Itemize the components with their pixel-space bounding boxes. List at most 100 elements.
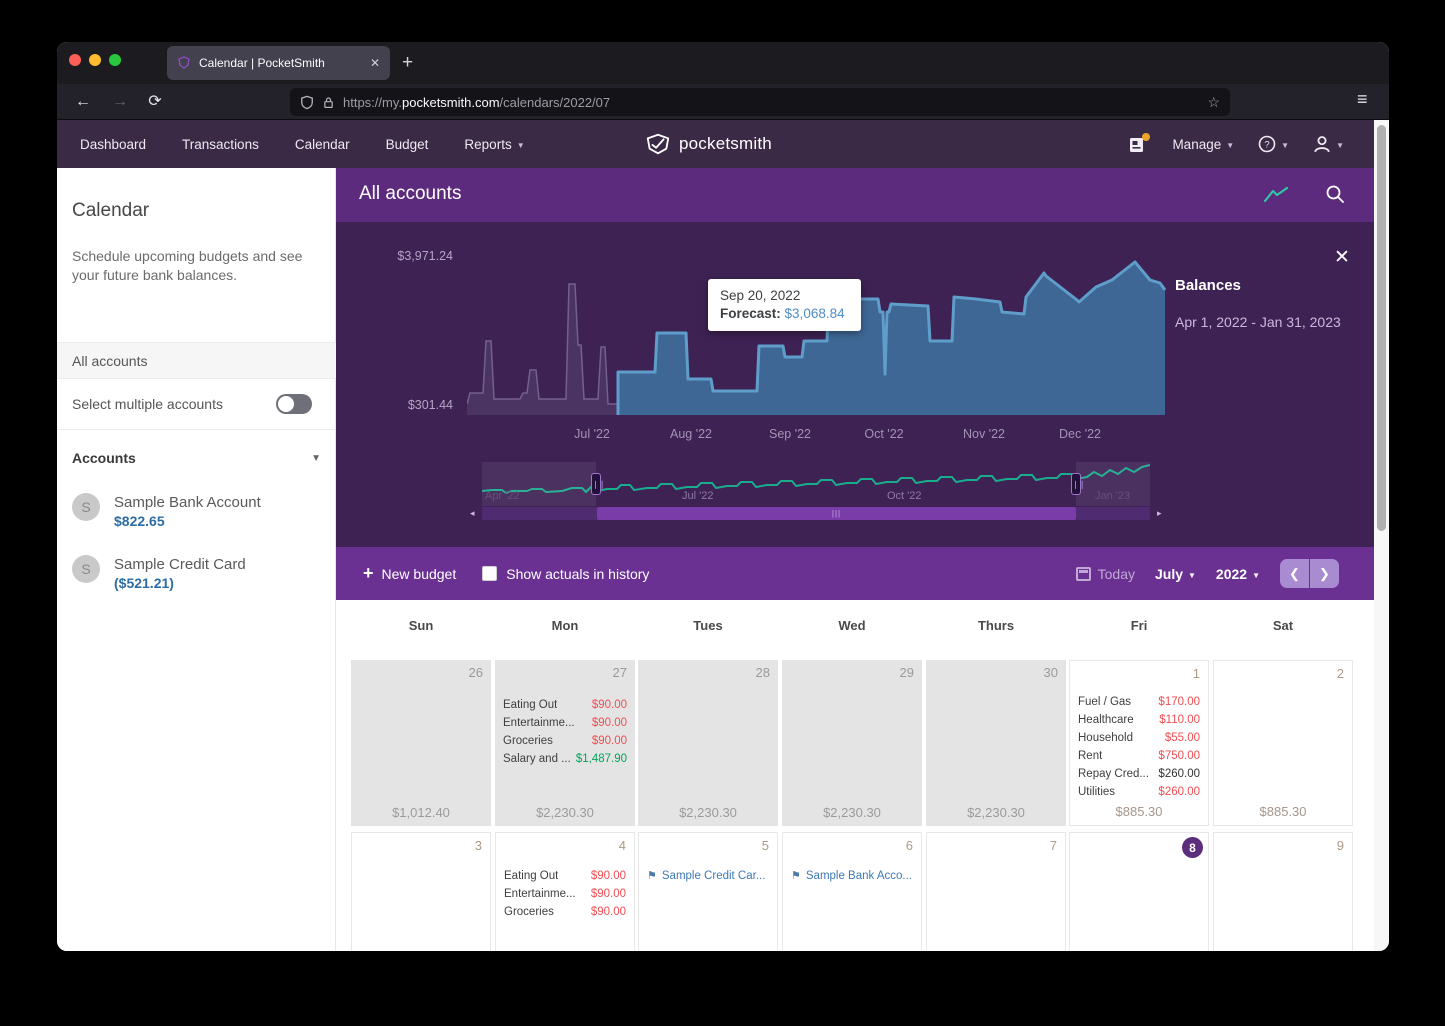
cell-date: 9	[1336, 838, 1344, 853]
new-budget-button[interactable]: + New budget	[363, 563, 457, 583]
nav-help[interactable]: ? ▼	[1258, 135, 1289, 153]
close-window-button[interactable]	[69, 54, 81, 66]
select-multiple-accounts-row: Select multiple accounts	[57, 379, 336, 430]
cell-date: 4	[618, 838, 626, 853]
calendar-cell-7[interactable]: 7	[926, 832, 1066, 951]
help-icon: ?	[1258, 135, 1276, 153]
calendar-cell-8-today[interactable]: 8	[1069, 832, 1209, 951]
budget-entry[interactable]: Groceries $90.00	[504, 906, 626, 918]
browser-toolbar: ← → ⟳ https://my.pocketsmith.com/calenda…	[57, 84, 1389, 120]
cell-date: 7	[1049, 838, 1057, 853]
zoom-window-button[interactable]	[109, 54, 121, 66]
budget-entry[interactable]: Healthcare $110.00	[1078, 714, 1200, 726]
show-actuals-row: Show actuals in history	[482, 566, 649, 582]
year-dropdown[interactable]: 2022 ▼	[1215, 565, 1260, 582]
plus-icon: +	[363, 563, 374, 583]
nav-budget[interactable]: Budget	[385, 136, 429, 152]
nav-calendar[interactable]: Calendar	[294, 136, 350, 152]
scroll-left-arrow[interactable]: ◂	[470, 508, 475, 518]
scroll-right-arrow[interactable]: ▸	[1157, 508, 1162, 518]
account-flag-entry[interactable]: ⚑ Sample Credit Car...	[639, 867, 777, 885]
calendar-cell-1[interactable]: 1 Fuel / Gas $170.00 Healthcare $110.00 Ho…	[1069, 660, 1209, 826]
reload-button[interactable]: ⟳	[148, 93, 162, 110]
nav-reports[interactable]: Reports ▼	[464, 136, 525, 152]
url-text: https://my.pocketsmith.com/calendars/202…	[343, 94, 611, 110]
calendar-cell-2[interactable]: 2 $885.30	[1213, 660, 1353, 826]
nav-user[interactable]: ▼	[1313, 135, 1344, 153]
account-flag-entry[interactable]: ⚑ Sample Bank Acco...	[783, 867, 921, 885]
sidebar: Calendar Schedule upcoming budgets and s…	[57, 168, 336, 951]
cell-date: 30	[1043, 665, 1058, 680]
accounts-header[interactable]: Accounts ▼	[72, 450, 321, 466]
calendar-cell-5[interactable]: 5 ⚑ Sample Credit Car...	[638, 832, 778, 951]
search-icon[interactable]	[1325, 184, 1345, 204]
browser-tab[interactable]: Calendar | PocketSmith ✕	[167, 46, 390, 80]
minimap-label: Apr '22	[485, 490, 520, 502]
day-header: Wed	[838, 618, 866, 633]
budget-entry[interactable]: Rent $750.00	[1078, 750, 1200, 762]
bookmark-star-icon[interactable]: ☆	[1207, 93, 1220, 110]
budget-entry[interactable]: Eating Out $90.00	[504, 870, 626, 882]
calendar-cell-3[interactable]: 3	[351, 832, 491, 951]
cell-date: 27	[612, 665, 627, 680]
lock-icon	[324, 96, 333, 108]
budget-entry[interactable]: Entertainme... $90.00	[503, 717, 627, 729]
minimize-window-button[interactable]	[89, 54, 101, 66]
whats-new-icon[interactable]	[1129, 132, 1151, 153]
budget-entry[interactable]: Groceries $90.00	[503, 735, 627, 747]
close-chart-icon[interactable]: ✕	[1334, 247, 1350, 268]
budget-entry[interactable]: Repay Cred... $260.00	[1078, 768, 1200, 780]
legend-title: Balances	[1175, 277, 1241, 294]
forward-button[interactable]: →	[112, 93, 128, 110]
back-button[interactable]: ←	[75, 93, 91, 110]
cell-total: $885.30	[1259, 804, 1307, 819]
minimap-scroll-thumb[interactable]: |||	[597, 507, 1076, 520]
calendar-cell-30[interactable]: 30 $2,230.30	[926, 660, 1066, 826]
tooltip-value: Forecast: $3,068.84	[720, 306, 845, 321]
account-item-credit-card[interactable]: S Sample Credit Card ($521.21)	[72, 555, 246, 593]
select-multiple-toggle[interactable]	[276, 394, 312, 414]
calendar-cell-27[interactable]: 27 Eating Out $90.00 Entertainme... $90.00…	[495, 660, 635, 826]
calendar-cell-26[interactable]: 26 $1,012.40	[351, 660, 491, 826]
month-dropdown[interactable]: July ▼	[1154, 565, 1196, 582]
x-tick: Dec '22	[1059, 427, 1101, 441]
chevron-down-icon: ▼	[311, 452, 321, 464]
url-bar[interactable]: https://my.pocketsmith.com/calendars/202…	[290, 88, 1230, 116]
page-scrollbar-thumb[interactable]	[1377, 125, 1386, 531]
account-item-bank[interactable]: S Sample Bank Account $822.65	[72, 493, 261, 531]
sidebar-item-all-accounts[interactable]: All accounts	[57, 342, 336, 379]
chart-minimap[interactable]	[482, 462, 1150, 506]
pocketsmith-logo[interactable]: pocketsmith	[645, 120, 772, 168]
today-button[interactable]: Today	[1075, 566, 1135, 582]
tracking-shield-icon	[301, 95, 313, 109]
toggle-knob	[278, 396, 294, 412]
nav-transactions[interactable]: Transactions	[182, 136, 259, 152]
cell-total: $1,012.40	[392, 805, 450, 820]
budget-entry[interactable]: Eating Out $90.00	[503, 699, 627, 711]
show-actuals-checkbox[interactable]	[482, 566, 498, 581]
calendar-cell-6[interactable]: 6 ⚑ Sample Bank Acco...	[782, 832, 922, 951]
today-badge: 8	[1182, 837, 1203, 858]
new-tab-button[interactable]: +	[402, 52, 414, 73]
budget-entry[interactable]: Utilities $260.00	[1078, 786, 1200, 798]
budget-entry[interactable]: Entertainme... $90.00	[504, 888, 626, 900]
nav-manage[interactable]: Manage ▼	[1172, 136, 1235, 152]
prev-month-button[interactable]: ❮	[1280, 559, 1309, 588]
budget-entry[interactable]: Salary and ... $1,487.90	[503, 753, 627, 765]
menu-icon[interactable]: ≡	[1357, 89, 1368, 109]
calendar-cell-28[interactable]: 28 $2,230.30	[638, 660, 778, 826]
next-month-button[interactable]: ❯	[1310, 559, 1339, 588]
page-title: Calendar	[72, 200, 150, 221]
account-name: Sample Bank Account	[114, 494, 261, 511]
calendar-cell-29[interactable]: 29 $2,230.30	[782, 660, 922, 826]
tab-close-icon[interactable]: ✕	[369, 56, 380, 70]
calendar-cell-4[interactable]: 4 Eating Out $90.00 Entertainme... $90.00 …	[495, 832, 635, 951]
range-handle-right[interactable]: ❘❘	[1071, 473, 1085, 495]
budget-entry[interactable]: Household $55.00	[1078, 732, 1200, 744]
nav-dashboard[interactable]: Dashboard	[80, 136, 147, 152]
range-handle-left[interactable]: ❘❘	[591, 473, 605, 495]
trend-chart-icon[interactable]	[1263, 186, 1289, 204]
budget-entry[interactable]: Fuel / Gas $170.00	[1078, 696, 1200, 708]
balance-chart[interactable]	[467, 246, 1167, 416]
calendar-cell-9[interactable]: 9	[1213, 832, 1353, 951]
